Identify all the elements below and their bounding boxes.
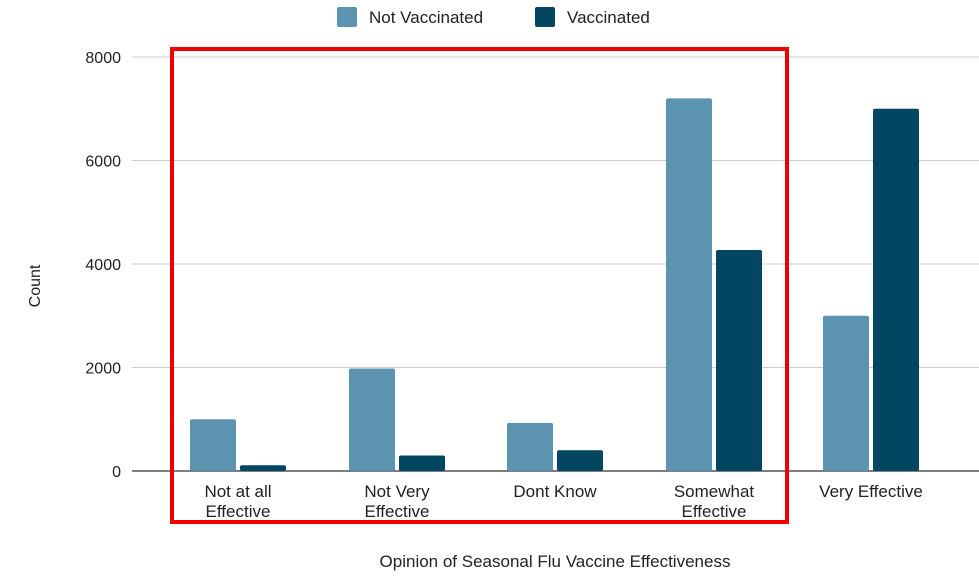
- x-tick-label-line: Effective: [365, 502, 430, 521]
- bar-vaccinated: [399, 455, 445, 471]
- y-tick-label: 8000: [85, 50, 121, 67]
- bars: [190, 98, 919, 472]
- y-tick-label: 0: [112, 464, 121, 481]
- x-tick-label-line: Somewhat: [674, 482, 755, 501]
- x-tick-label-line: Dont Know: [513, 482, 597, 501]
- legend-swatch: [535, 7, 555, 27]
- x-tick-label: Dont Know: [513, 482, 597, 501]
- bar-vaccinated: [873, 108, 919, 471]
- bar-not-vaccinated: [823, 315, 869, 471]
- bar-vaccinated: [716, 250, 762, 471]
- x-tick-label: Very Effective: [819, 482, 923, 501]
- x-tick-label: Not Very Effective: [364, 482, 430, 521]
- y-tick-label: 2000: [85, 361, 121, 378]
- x-tick-label-line: Very Effective: [819, 482, 923, 501]
- legend-label: Not Vaccinated: [369, 8, 483, 27]
- legend: Not Vaccinated Vaccinated: [337, 7, 650, 27]
- bar-not-vaccinated: [349, 368, 395, 471]
- bar-not-vaccinated: [666, 98, 712, 472]
- bar-vaccinated: [240, 465, 286, 471]
- x-tick-label-line: Effective: [206, 502, 271, 521]
- bar-vaccinated: [557, 450, 603, 471]
- x-tick-label: Not at all Effective: [204, 482, 271, 521]
- y-tick-labels: 0 2000 4000 6000 8000: [85, 50, 121, 481]
- y-tick-label: 6000: [85, 154, 121, 171]
- highlight-rectangle: [170, 47, 789, 524]
- x-axis-title: Opinion of Seasonal Flu Vaccine Effectiv…: [380, 552, 731, 571]
- x-tick-label-line: Not at all: [204, 482, 271, 501]
- x-tick-label-line: Not Very: [364, 482, 430, 501]
- legend-label: Vaccinated: [567, 8, 650, 27]
- x-tick-label-line: Effective: [682, 502, 747, 521]
- x-tick-label: Somewhat Effective: [674, 482, 755, 521]
- bar-not-vaccinated: [507, 422, 553, 471]
- y-tick-label: 4000: [85, 257, 121, 274]
- y-axis-title: Count: [27, 264, 44, 307]
- bar-not-vaccinated: [190, 419, 236, 471]
- legend-swatch: [337, 7, 357, 27]
